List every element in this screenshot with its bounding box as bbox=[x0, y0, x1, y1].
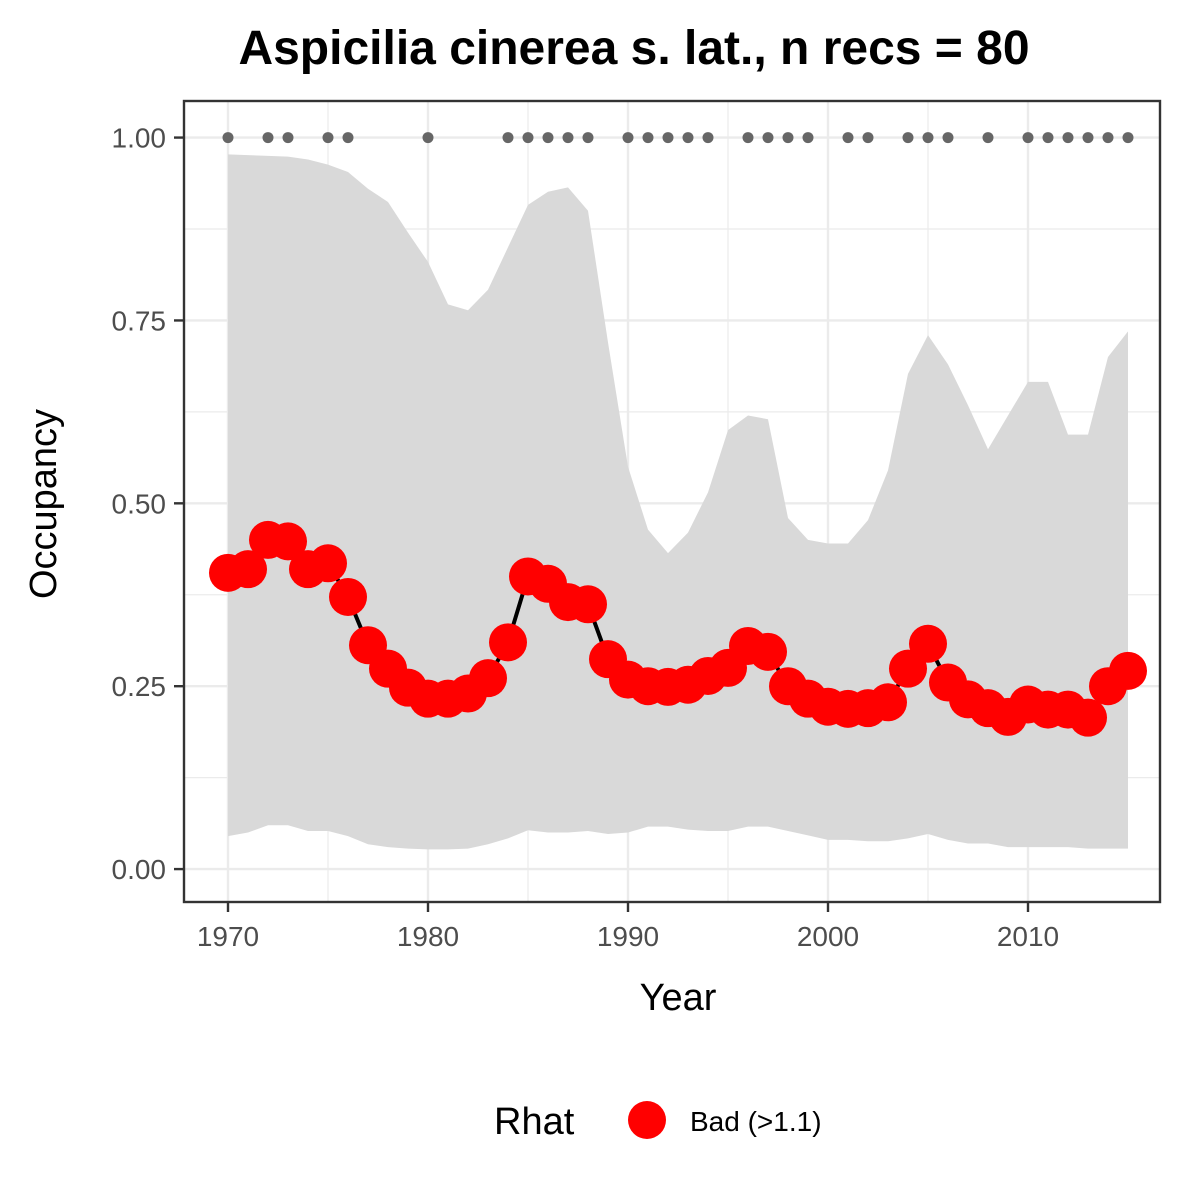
occupancy-point bbox=[569, 585, 607, 624]
record-dot bbox=[222, 132, 234, 144]
record-dot bbox=[902, 132, 914, 144]
record-dot bbox=[1062, 132, 1074, 144]
record-dot bbox=[662, 132, 674, 144]
record-dot bbox=[562, 132, 574, 144]
record-dot bbox=[322, 132, 334, 144]
x-tick-label: 1980 bbox=[397, 921, 459, 952]
occupancy-point bbox=[869, 683, 907, 722]
record-dot bbox=[522, 132, 534, 144]
record-dot bbox=[1082, 132, 1094, 144]
record-dot bbox=[1022, 132, 1034, 144]
occupancy-point bbox=[1109, 651, 1147, 690]
legend-label: Bad (>1.1) bbox=[690, 1106, 822, 1137]
x-tick-label: 1970 bbox=[197, 921, 259, 952]
record-dot bbox=[622, 132, 634, 144]
x-axis: 1970 1980 1990 2000 2010 bbox=[197, 902, 1059, 952]
y-tick-label: 1.00 bbox=[112, 123, 167, 154]
y-axis-title: Occupancy bbox=[23, 409, 65, 599]
record-dot bbox=[1102, 132, 1114, 144]
record-dot bbox=[542, 132, 554, 144]
record-dot bbox=[742, 132, 754, 144]
legend-key-point bbox=[628, 1101, 666, 1139]
chart-title: Aspicilia cinerea s. lat., n recs = 80 bbox=[238, 22, 1029, 75]
y-tick-label: 0.75 bbox=[112, 305, 167, 336]
record-dot bbox=[702, 132, 714, 144]
x-tick-label: 2000 bbox=[797, 921, 859, 952]
occupancy-point bbox=[229, 550, 267, 589]
occupancy-points-layer bbox=[209, 520, 1147, 737]
x-tick-label: 1990 bbox=[597, 921, 659, 952]
record-dot bbox=[922, 132, 934, 144]
record-dot bbox=[342, 132, 354, 144]
occupancy-point bbox=[909, 624, 947, 663]
record-dot bbox=[1042, 132, 1054, 144]
legend-title: Rhat bbox=[494, 1101, 575, 1143]
y-tick-label: 0.00 bbox=[112, 854, 167, 885]
occupancy-point bbox=[489, 623, 527, 662]
y-tick-label: 0.50 bbox=[112, 488, 167, 519]
record-dot bbox=[282, 132, 294, 144]
record-dot bbox=[1122, 132, 1134, 144]
record-dot bbox=[842, 132, 854, 144]
occupancy-point bbox=[469, 659, 507, 698]
record-dot bbox=[762, 132, 774, 144]
occupancy-point bbox=[1069, 698, 1107, 737]
record-dot bbox=[502, 132, 514, 144]
occupancy-point bbox=[269, 522, 307, 561]
panel-border bbox=[182, 99, 1162, 904]
occupancy-point bbox=[329, 577, 367, 616]
record-dot bbox=[862, 132, 874, 144]
record-dot bbox=[422, 132, 434, 144]
record-dot bbox=[642, 132, 654, 144]
record-dot bbox=[582, 132, 594, 144]
y-axis: 0.00 0.25 0.50 0.75 1.00 bbox=[112, 123, 184, 885]
record-dot bbox=[262, 132, 274, 144]
record-dot bbox=[982, 132, 994, 144]
x-axis-title: Year bbox=[640, 977, 717, 1019]
record-dot bbox=[942, 132, 954, 144]
x-tick-label: 2010 bbox=[997, 921, 1059, 952]
y-tick-label: 0.25 bbox=[112, 671, 167, 702]
record-dot bbox=[682, 132, 694, 144]
record-dot bbox=[782, 132, 794, 144]
record-dots-layer bbox=[222, 132, 1134, 144]
record-dot bbox=[802, 132, 814, 144]
legend: Rhat Bad (>1.1) bbox=[494, 1101, 822, 1143]
occupancy-point bbox=[749, 632, 787, 671]
occupancy-point bbox=[309, 544, 347, 583]
